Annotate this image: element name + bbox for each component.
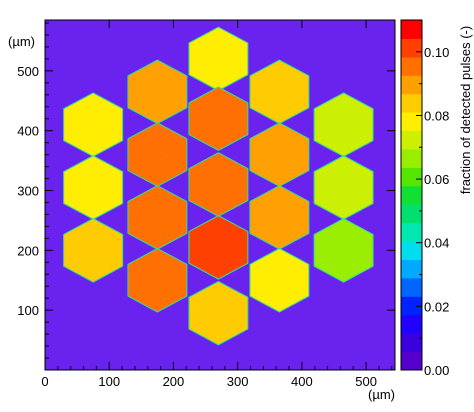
colorbar-tick-label: 0.10 — [424, 45, 449, 60]
hexagon-layer — [63, 26, 374, 346]
x-tick-label: 0 — [41, 374, 48, 389]
hexagon-fill — [314, 219, 373, 282]
hexagon-fill — [250, 186, 309, 249]
hexagon-fill — [250, 123, 309, 186]
x-tick-label: 200 — [163, 374, 185, 389]
y-tick-label: 400 — [17, 124, 39, 139]
colorbar-tick-label: 0.08 — [424, 108, 449, 123]
colorbar-frame — [400, 19, 423, 371]
x-tick-label: 500 — [355, 374, 377, 389]
x-tick-label: 100 — [98, 374, 120, 389]
x-tick-label: 300 — [227, 374, 249, 389]
y-tick-label: 500 — [17, 64, 39, 79]
hexagon-fill — [314, 156, 373, 219]
hexagon-pixel-17 — [127, 248, 188, 313]
hexagon-pixel-19 — [188, 281, 249, 346]
hexagon-fill — [250, 249, 309, 312]
colorbar-tick-label: 0.02 — [424, 299, 449, 314]
colorbar-tick-label: 0.04 — [424, 236, 449, 251]
colorbar-segment — [401, 241, 422, 260]
plot-frame — [44, 19, 396, 371]
hexagon-pixel-16 — [313, 218, 374, 283]
colorbar-tick-label: 0.06 — [424, 172, 449, 187]
x-axis: 0 100 200 300 400 500 — [41, 20, 393, 389]
hexagon-fill — [189, 27, 248, 90]
hexagon-fill — [64, 93, 123, 156]
y-tick-label: 100 — [17, 303, 39, 318]
hexagon-fill — [189, 153, 248, 216]
colorbar-segment — [401, 185, 422, 205]
colorbar-segment — [401, 204, 422, 224]
colorbar-segment — [401, 148, 422, 168]
hexagon-fill — [250, 60, 309, 123]
hexagon-fill — [128, 186, 187, 249]
colorbar-segment — [401, 56, 422, 76]
colorbar-segment — [401, 75, 422, 95]
colorbar-segment — [401, 222, 422, 242]
colorbar-segment — [401, 277, 422, 297]
y-axis-label: (µm) — [8, 34, 35, 49]
hexagon-fill — [189, 87, 248, 150]
hexagon-fill — [189, 282, 248, 345]
colorbar-tick-label: 0.00 — [424, 363, 449, 378]
colorbar-segment — [401, 130, 422, 150]
hexagon-pixel-3 — [188, 86, 249, 151]
colorbar-segment — [401, 296, 422, 316]
y-tick-label: 300 — [17, 184, 39, 199]
hexagon-pixel-18 — [249, 248, 310, 313]
colorbar-segment — [401, 167, 422, 187]
hexagon-pixel-14 — [188, 215, 249, 280]
colorbar-segment — [401, 259, 422, 279]
y-tick-label: 200 — [17, 243, 39, 258]
hexagon-pixel-15 — [63, 218, 124, 283]
colorbar-segment — [401, 20, 422, 39]
hexagon-fill — [128, 249, 187, 312]
hexagon-fill — [189, 216, 248, 279]
colorbar-segment — [401, 38, 422, 58]
hexagon-fill — [64, 156, 123, 219]
y-axis: 100 200 300 400 500 — [17, 22, 395, 359]
x-axis-label: (µm) — [368, 387, 395, 402]
colorbar-segment — [401, 112, 422, 132]
colorbar-segment — [401, 333, 422, 353]
hexagon-fill — [314, 93, 373, 156]
colorbar-segment — [401, 351, 422, 371]
hexagon-fill — [128, 123, 187, 186]
x-tick-label: 400 — [291, 374, 313, 389]
colorbar-segment — [401, 314, 422, 334]
hexagon-fill — [128, 60, 187, 123]
colorbar-segment — [401, 93, 422, 113]
colorbar: 0.00 0.02 0.04 0.06 0.08 0.10 — [400, 19, 449, 378]
colorbar-title: fraction of detected pulses (-) — [458, 26, 473, 194]
hexagon-fill — [64, 219, 123, 282]
